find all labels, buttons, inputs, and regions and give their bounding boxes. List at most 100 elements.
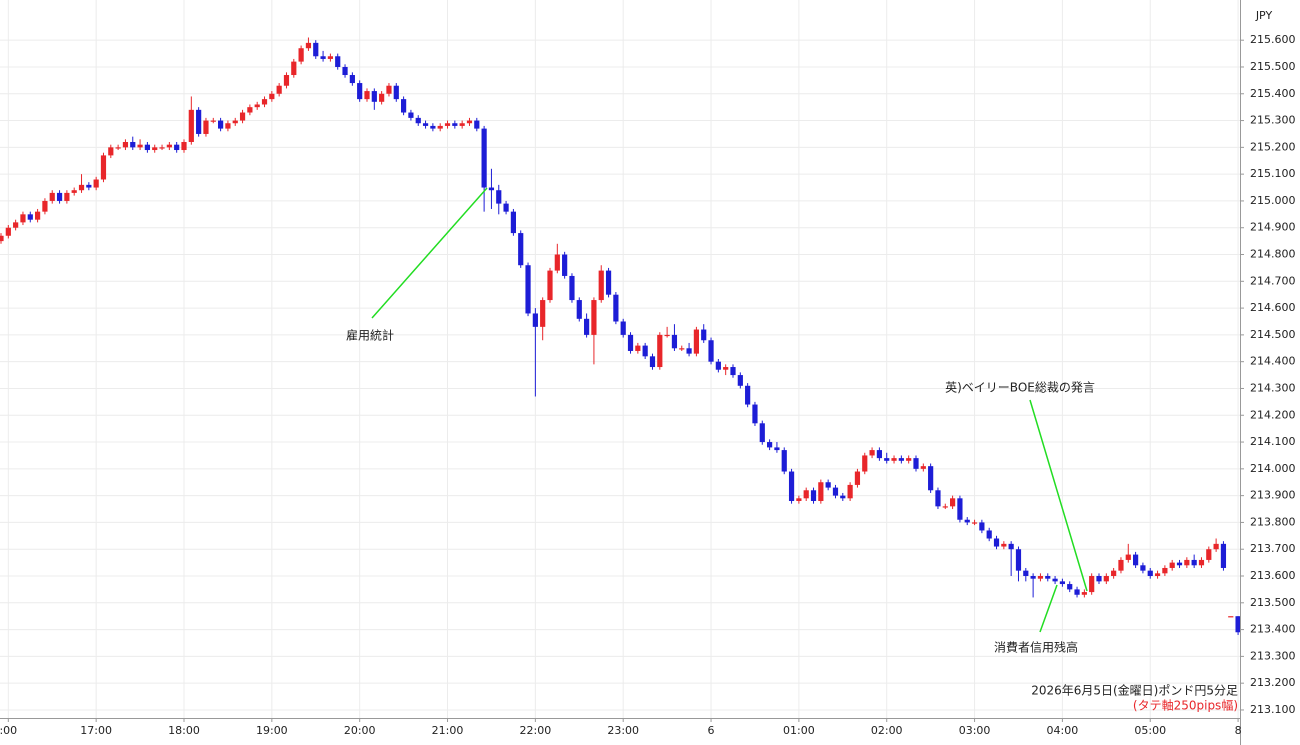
candle-body [1059,581,1065,585]
candle-body [0,235,4,242]
annotation-line [371,187,488,319]
candle-body [1030,576,1036,579]
candle-body [283,75,290,86]
x-tick-label: 21:00 [432,724,464,737]
candle-body [1118,559,1124,571]
candle-body [657,334,663,368]
candle-body [518,233,524,266]
y-tick-label: 215.000 [1250,194,1296,207]
candle-body [686,348,692,354]
candle-body [1125,554,1131,560]
candle-body [540,300,546,327]
candle-body [357,83,363,100]
candle-body [298,48,304,62]
y-tick-label: 215.500 [1250,60,1296,73]
y-tick-label: 213.100 [1250,703,1296,716]
candle-body [781,450,787,472]
candle-body [459,123,465,126]
candle-body [898,458,904,461]
candle-body [884,458,890,461]
candle-body [562,254,568,276]
candle-body [1169,562,1175,568]
x-tick-label: 02:00 [871,724,903,737]
candle-body [349,75,355,84]
candle-body [1103,576,1109,582]
candle-body [108,147,114,156]
y-tick-label: 214.300 [1250,381,1296,394]
x-tick-label: 20:00 [344,724,376,737]
candle-body [20,214,26,223]
candle-body [810,490,817,501]
candle-body [957,498,963,520]
candle-body [767,442,773,448]
candle-body [547,270,553,301]
candle-body [1147,570,1153,577]
currency-label: JPY [1255,9,1273,22]
candle-body [210,120,216,122]
caption: 2026年6月5日(金曜日)ポンド円5分足 [1031,683,1238,698]
candle-body [796,498,802,501]
candle-body [218,120,224,129]
candle-body [159,147,165,149]
candle-body [1001,543,1007,547]
y-tick-label: 213.600 [1250,569,1296,582]
candle-body [993,538,1000,547]
candle-body [64,192,70,201]
candle-body [78,184,85,191]
x-tick-label: 05:00 [1134,724,1166,737]
y-tick-label: 215.400 [1250,87,1296,100]
y-tick-label: 213.900 [1250,489,1296,502]
x-tick-label: 04:00 [1047,724,1079,737]
candle-body [1096,576,1102,582]
candle-body [745,385,751,405]
candle-body [1191,559,1197,566]
candle-body [327,56,333,59]
candle-body [701,329,707,341]
candle-body [869,450,875,456]
candle-body [591,300,597,335]
candle-body [679,348,685,350]
candle-body [122,141,129,148]
candle-body [891,458,897,461]
candle-body [1184,559,1190,566]
y-tick-label: 215.300 [1250,114,1296,127]
y-tick-label: 215.600 [1250,33,1296,46]
candle-body [27,214,33,220]
y-tick-label: 215.100 [1250,167,1296,180]
candle-body [1133,554,1139,566]
candle-body [1037,576,1044,579]
y-tick-label: 214.900 [1250,221,1296,234]
y-tick-label: 214.700 [1250,274,1296,287]
candle-body [759,423,765,443]
candle-body [1074,589,1080,595]
candle-body [152,147,158,151]
candle-body [1045,576,1051,579]
candle-body [788,471,795,501]
candle-body [1067,584,1073,590]
candle-body [232,120,238,124]
candle-body [247,107,253,113]
x-tick-label: 03:00 [959,724,991,737]
candle-body [35,211,41,220]
y-tick-label: 214.100 [1250,435,1296,448]
candle-body [862,455,868,472]
candle-body [576,300,582,319]
y-tick-label: 214.400 [1250,355,1296,368]
candle-body [225,123,231,129]
candle-body [584,318,590,335]
candle-body [181,141,187,151]
candle-body [825,482,831,488]
candle-body [1081,592,1087,595]
candle-body [320,56,326,59]
candle-body [627,334,634,351]
candle-body [1176,562,1183,566]
candle-body [93,179,99,188]
candle-body [13,222,19,228]
x-tick-label: 19:00 [256,724,288,737]
candle-body [730,367,736,376]
candle-body [708,340,714,362]
y-tick-label: 213.200 [1250,676,1296,689]
y-tick-label: 214.600 [1250,301,1296,314]
x-tick-label: 8 [1235,724,1242,737]
